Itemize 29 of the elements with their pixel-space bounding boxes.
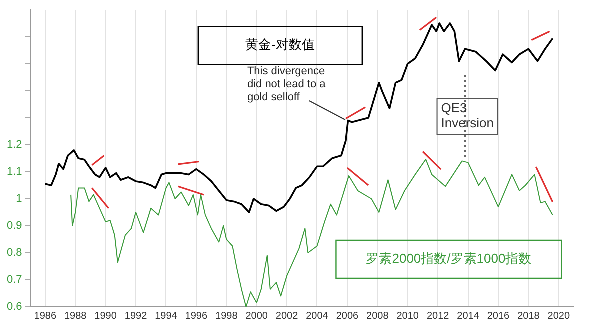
x-tick-label: 1990	[94, 310, 118, 322]
x-tick-label: 2012	[426, 310, 450, 322]
x-tick-label: 2010	[396, 310, 420, 322]
annotation: This divergence did not lead to a gold selloff	[247, 66, 327, 104]
x-tick-label: 2004	[306, 310, 329, 322]
x-tick-label: 1998	[216, 310, 238, 322]
x-tick-label: 2018	[518, 310, 540, 322]
y-tick-label: 1.1	[6, 166, 22, 178]
y-tick-label: 0.6	[6, 301, 22, 314]
x-tick-label: 1988	[64, 310, 88, 322]
ref-line-label: QE3 Inversion	[441, 100, 494, 130]
x-tick-label: 2014	[457, 310, 480, 322]
y-tick-label: 1.2	[6, 139, 22, 152]
text: 罗素2000指数/罗素1000指数	[366, 251, 532, 266]
y-tick-label: 0.7	[6, 274, 22, 286]
x-tick-label: 2020	[548, 310, 570, 322]
x-tick-label: 1986	[34, 310, 57, 322]
x-tick-label: 1994	[155, 310, 178, 322]
x-tick-label: 2008	[366, 310, 390, 322]
text: 黄金-对数值	[246, 37, 316, 52]
x-tick-label: 2000	[246, 310, 268, 322]
y-tick-label: 0.9	[6, 220, 22, 232]
y-tick-label: 1	[16, 193, 22, 206]
x-tick-label: 2002	[276, 310, 299, 322]
x-tick-label: 1992	[124, 310, 148, 322]
x-tick-label: 2016	[487, 310, 510, 322]
x-tick-label: 1996	[185, 310, 208, 322]
y-tick-label: 0.8	[6, 247, 22, 260]
x-tick-label: 2006	[336, 310, 360, 322]
